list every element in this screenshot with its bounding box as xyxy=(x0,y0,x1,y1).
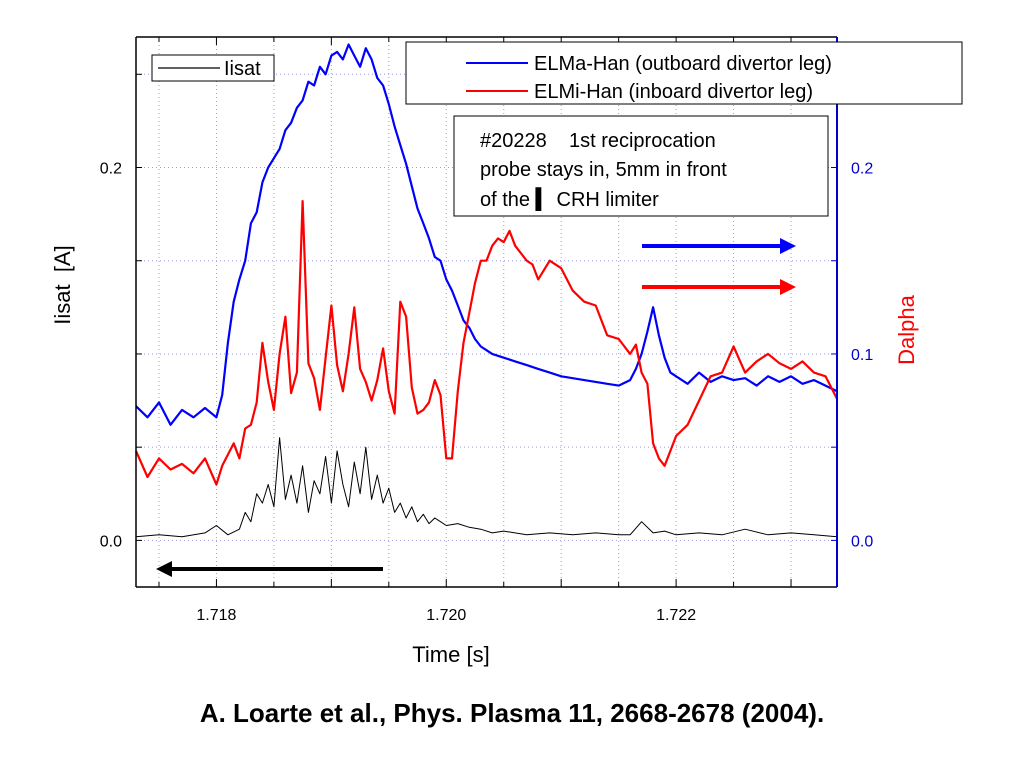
axes xyxy=(135,36,838,588)
elmi-arrow-head-icon xyxy=(780,279,796,295)
y-right-axis-title: Dalpha xyxy=(894,294,919,364)
annotation-line-3: of the ▍ CRH limiter xyxy=(480,187,659,211)
legend-dalpha: ELMa-Han (outboard divertor leg) ELMi-Ha… xyxy=(405,41,963,105)
legend-iisat-label: Iisat xyxy=(224,58,261,80)
x-axis-title: Time [s] xyxy=(412,642,489,667)
citation: A. Loarte et al., Phys. Plasma 11, 2668-… xyxy=(199,698,825,728)
series-layer xyxy=(134,43,838,538)
annotation-box: #20228 1st reciprocation probe stays in,… xyxy=(453,115,829,217)
legend-iisat: Iisat xyxy=(151,54,275,82)
y-left-tick-label: 0.0 xyxy=(100,533,122,550)
y-left-tick-label: 0.2 xyxy=(100,161,122,178)
y-right-tick-label: 0.0 xyxy=(851,533,873,550)
y-right-tick-label: 0.1 xyxy=(851,347,873,364)
series-line-1 xyxy=(134,200,838,486)
y-right-tick-label: 0.2 xyxy=(851,161,873,178)
annotation-line-2: probe stays in, 5mm in front xyxy=(480,159,727,181)
series-line-0 xyxy=(135,43,838,426)
elma-arrow-head-icon xyxy=(780,238,796,254)
axis-arrows xyxy=(156,238,796,577)
legend-elma-label: ELMa-Han (outboard divertor leg) xyxy=(534,53,832,75)
x-tick-label: 1.718 xyxy=(196,607,236,624)
iisat-arrow-head-icon xyxy=(156,561,172,577)
legend-elmi-label: ELMi-Han (inboard divertor leg) xyxy=(534,81,813,103)
x-tick-label: 1.722 xyxy=(656,607,696,624)
annotation-line-1: #20228 1st reciprocation xyxy=(480,130,716,152)
y-left-axis-title: Iisat [A] xyxy=(50,245,75,324)
chart-svg: 1.718 1.720 1.722 0.0 0.2 0.0 0.1 0.2 Iisat ELM… xyxy=(50,36,963,667)
series-line-2 xyxy=(135,437,838,538)
x-tick-label: 1.720 xyxy=(426,607,466,624)
